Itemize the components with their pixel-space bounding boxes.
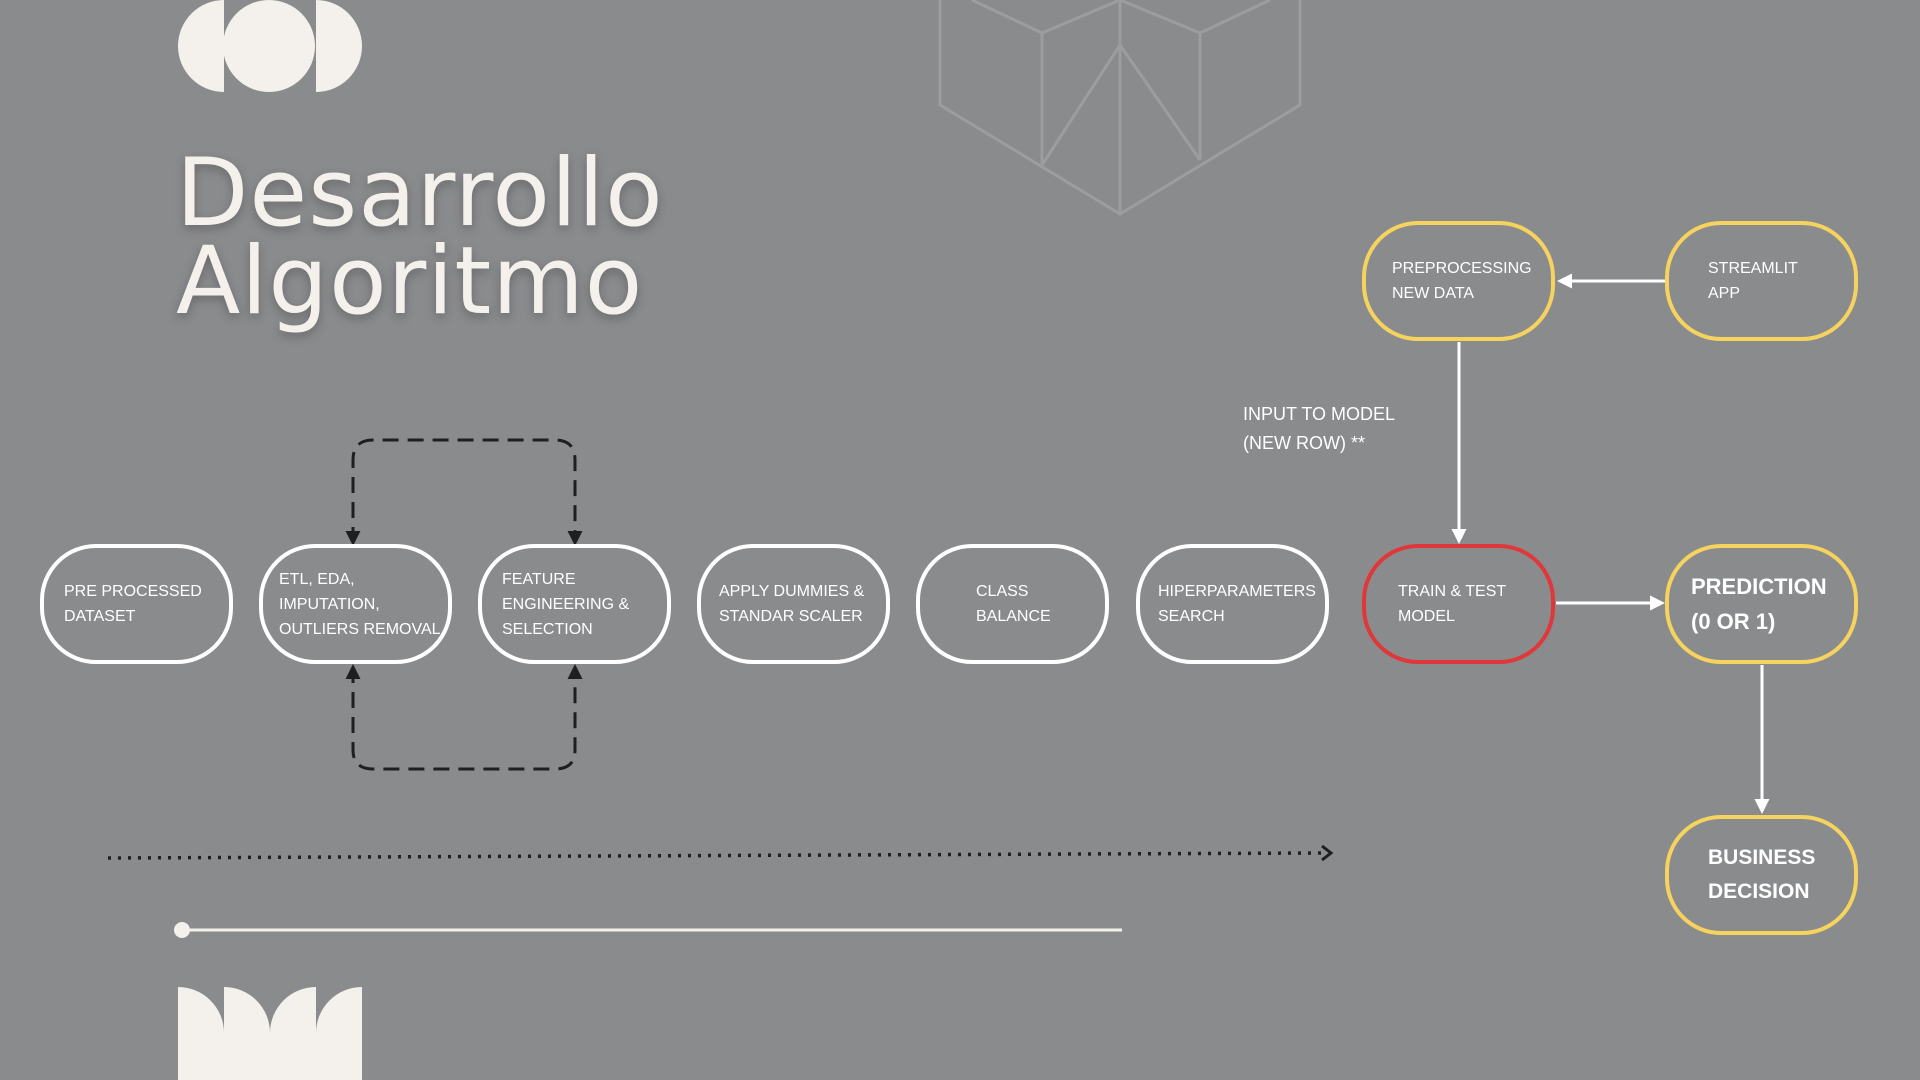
node-label: ETL, EDA, IMPUTATION, OUTLIERS REMOVAL [279,570,441,638]
page-title-line1: Desarrollo [176,139,664,248]
node-label: APPLY DUMMIES & STANDAR SCALER [719,583,865,625]
node-streamlit-app: STREAMLIT APP [1665,221,1858,341]
node-label: FEATURE ENGINEERING & SELECTION [502,570,630,638]
node-label: TRAIN & TEST MODEL [1398,583,1507,625]
node-hiperparameters-search: HIPERPARAMETERS SEARCH [1136,544,1329,664]
node-feature-engineering: FEATURE ENGINEERING & SELECTION [478,544,671,664]
node-label: PREPROCESSING NEW DATA [1392,260,1532,302]
dotted-progress-arrowhead [1321,844,1334,862]
node-business-decision: BUSINESS DECISION [1665,815,1858,935]
semicircle-cluster-bottom-icon [178,987,362,1080]
node-label: CLASS BALANCE [976,583,1051,625]
node-label: HIPERPARAMETERS SEARCH [1158,583,1316,625]
node-train-test-model: TRAIN & TEST MODEL [1362,544,1555,664]
node-apply-dummies: APPLY DUMMIES & STANDAR SCALER [697,544,890,664]
node-preprocessing-new-data: PREPROCESSING NEW DATA [1362,221,1555,341]
node-pre-processed-dataset: PRE PROCESSED DATASET [40,544,233,664]
node-label: PRE PROCESSED DATASET [64,583,202,625]
node-class-balance: CLASS BALANCE [916,544,1109,664]
node-etl-eda: ETL, EDA, IMPUTATION, OUTLIERS REMOVAL [259,544,452,664]
timeline-dot [174,922,190,938]
node-label: BUSINESS DECISION [1708,846,1816,903]
cube-outline-icon [938,0,1302,216]
dotted-progress-arrow [107,851,1327,860]
page-title: Desarrollo Algoritmo [176,139,664,336]
feedback-loop-bottom [345,664,583,771]
input-to-model-annotation: INPUT TO MODEL (NEW ROW) ** [1243,404,1396,453]
node-label: STREAMLIT APP [1708,260,1798,302]
feedback-loop-top [345,438,583,546]
node-label: PREDICTION (0 OR 1) [1691,574,1827,634]
semicircle-cluster-top-icon [178,0,362,92]
node-prediction: PREDICTION (0 OR 1) [1665,544,1858,664]
page-title-line2: Algoritmo [176,227,644,336]
